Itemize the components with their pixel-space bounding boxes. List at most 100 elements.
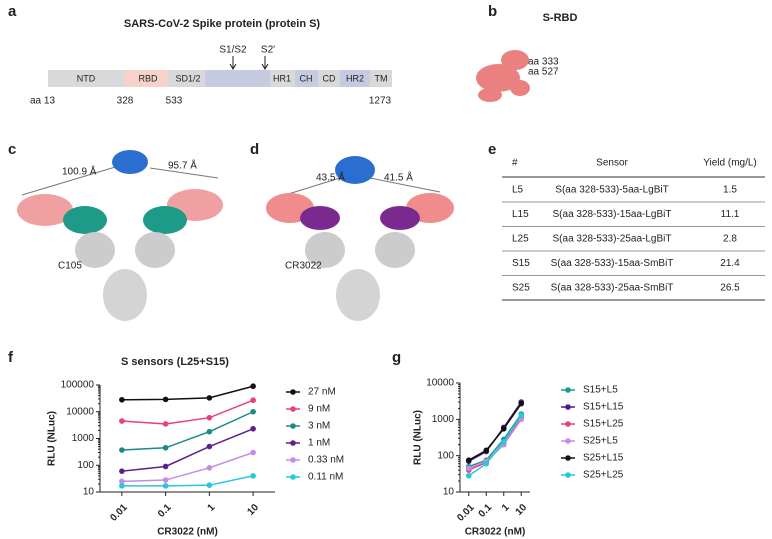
- data-point: [250, 473, 256, 479]
- domain-label: CH: [300, 73, 313, 83]
- y-tick-label: 1000: [72, 433, 95, 444]
- position-label: 328: [117, 96, 134, 107]
- domain-label: NTD: [77, 73, 96, 83]
- data-point: [162, 444, 169, 451]
- table-cell: 1.5: [723, 185, 737, 196]
- y-tick-label: 10000: [66, 406, 94, 417]
- panel-title: SARS-CoV-2 Spike protein (protein S): [124, 18, 321, 30]
- domain: [205, 70, 270, 87]
- legend-marker: [290, 440, 296, 446]
- data-point: [518, 412, 525, 418]
- series-line: [121, 385, 254, 401]
- panel-label: d: [250, 141, 259, 158]
- table-cell: 26.5: [720, 283, 740, 294]
- legend-label: S15+L5: [583, 385, 618, 396]
- panel-label: b: [488, 3, 497, 20]
- legend-marker: [290, 406, 296, 412]
- series-line: [121, 399, 254, 425]
- legend-marker: [290, 474, 296, 480]
- x-axis-label: CR3022 (nM): [157, 527, 218, 538]
- panel-label: g: [392, 349, 401, 366]
- domain: [48, 70, 125, 87]
- data-point: [465, 472, 472, 479]
- series-line: [121, 451, 254, 483]
- residue-label: aa 333: [528, 57, 559, 68]
- y-tick-label: 100000: [61, 380, 95, 391]
- data-point: [250, 449, 256, 456]
- y-tick-label: 100: [437, 450, 454, 461]
- x-tick-label: 0.1: [156, 502, 174, 520]
- data-point: [119, 396, 125, 403]
- data-point: [483, 447, 490, 454]
- table-header: Sensor: [596, 158, 628, 169]
- distance-label: 95.7 Å: [168, 159, 197, 172]
- data-point: [119, 483, 125, 489]
- data-point: [162, 421, 169, 427]
- legend-label: 1 nM: [308, 438, 330, 449]
- legend-label: S15+L15: [583, 402, 624, 413]
- x-tick-label: 0.01: [108, 502, 130, 524]
- table-header: Yield (mg/L): [703, 158, 757, 169]
- arrow: [229, 56, 269, 70]
- table-cell: L15: [512, 209, 529, 220]
- series-line: [121, 475, 254, 487]
- domain-bar: NTD RBD SD1/2 HR1 CH CD HR2 TM: [48, 70, 392, 87]
- table-cell: S(aa 328-533)-5aa-LgBiT: [555, 185, 668, 196]
- panel-title: S-RBD: [543, 12, 578, 24]
- table-cell: S(aa 328-533)-15aa-SmBiT: [551, 258, 674, 269]
- legend-label: 9 nM: [308, 404, 330, 415]
- chart-title: S sensors (L25+S15): [121, 356, 229, 368]
- legend-marker: [290, 389, 296, 395]
- legend-label: S25+L15: [583, 453, 624, 464]
- antibody-label: C105: [58, 261, 82, 272]
- x-tick-label: 1: [500, 502, 512, 514]
- data-point: [206, 414, 213, 421]
- data-point: [119, 447, 125, 453]
- table-cell: S25: [512, 283, 530, 294]
- position-label: 1273: [369, 96, 392, 107]
- legend-label: 0.11 nM: [308, 472, 343, 483]
- y-tick-label: 1000: [432, 414, 455, 425]
- data-point: [500, 439, 507, 445]
- data-point: [206, 428, 213, 435]
- domain-label: HR2: [346, 73, 364, 83]
- distance-label: 43.5 Å: [316, 171, 345, 184]
- data-point: [119, 468, 125, 474]
- legend-label: S15+L25: [583, 419, 624, 430]
- y-axis-label: RLU (NLuc): [413, 410, 424, 465]
- data-point: [206, 482, 213, 488]
- domain-label: SD1/2: [175, 73, 200, 83]
- x-tick-label: 10: [514, 502, 530, 518]
- legend-marker: [565, 404, 571, 410]
- data-point: [518, 400, 525, 407]
- x-tick-label: 1: [206, 502, 218, 514]
- legend-marker: [565, 421, 571, 427]
- data-point: [206, 465, 213, 471]
- panel-label: e: [488, 141, 496, 158]
- legend-label: 3 nM: [308, 421, 330, 432]
- legend-marker: [565, 472, 571, 478]
- data-point: [206, 443, 213, 450]
- data-point: [250, 426, 256, 432]
- charts: S sensors (L25+S15) 10 100 1000 10000 100000 0…: [47, 356, 624, 538]
- domain: [340, 70, 370, 87]
- data-point: [119, 478, 125, 485]
- distance-label: 100.9 Å: [62, 165, 97, 178]
- y-axis-label: RLU (NLuc): [47, 411, 58, 466]
- position-label: aa 13: [30, 96, 55, 107]
- series-line: [121, 411, 254, 451]
- x-tick-label: 10: [245, 502, 261, 518]
- legend-label: S25+L5: [583, 436, 618, 447]
- data-point: [250, 383, 256, 390]
- panel-label: c: [8, 141, 16, 158]
- domain: [318, 70, 340, 87]
- series-line: [121, 428, 254, 472]
- y-tick-label: 10: [443, 487, 455, 498]
- table: # Sensor Yield (mg/L) L5 S(aa 328-533)-5aa-L…: [502, 158, 765, 301]
- series-line: [468, 413, 522, 468]
- antibody-label: CR3022: [285, 261, 322, 272]
- domain: [370, 70, 392, 87]
- position-label: 533: [166, 96, 183, 107]
- data-point: [162, 396, 169, 403]
